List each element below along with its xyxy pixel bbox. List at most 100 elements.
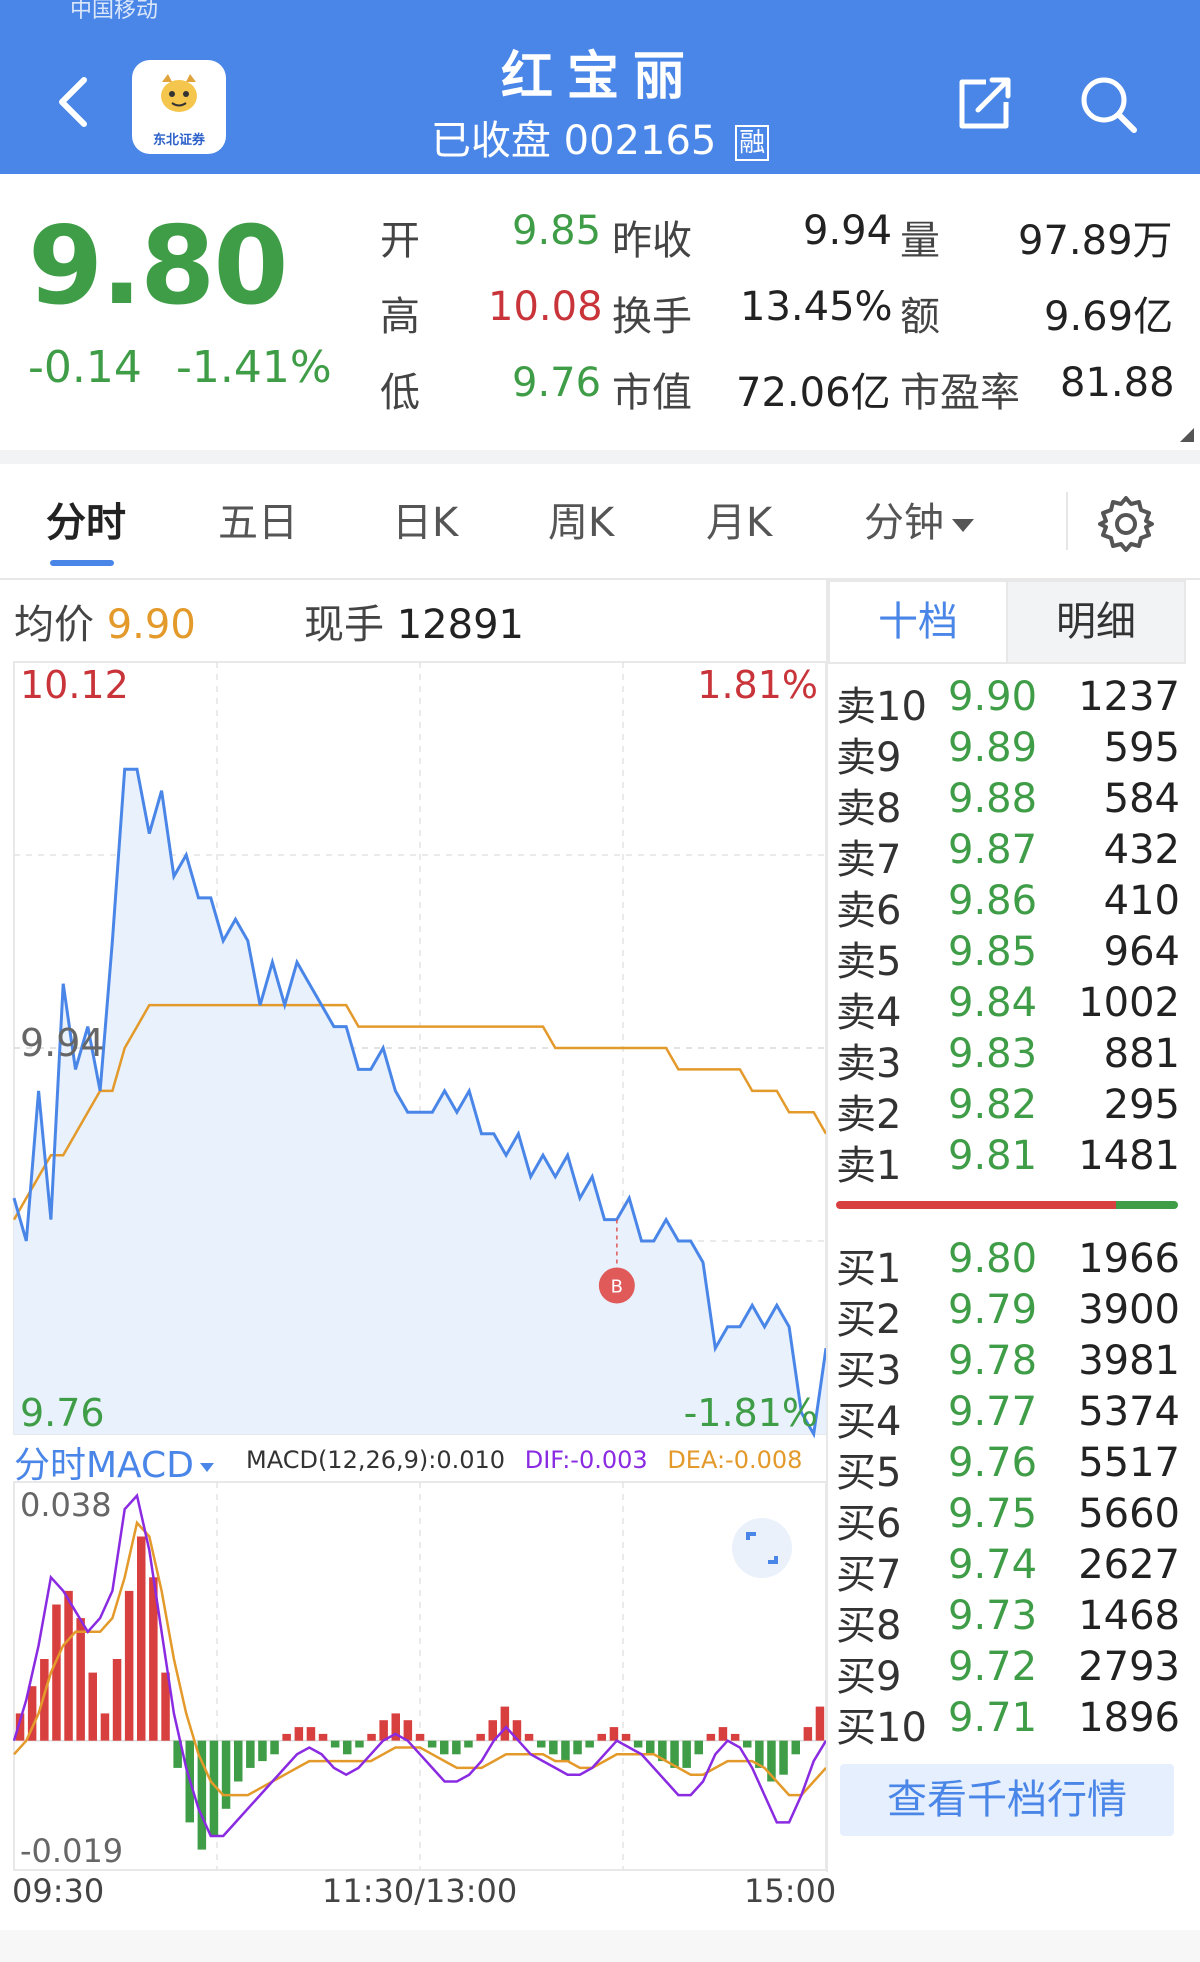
macd-bar xyxy=(221,1740,231,1809)
buy-level-label: 买8 xyxy=(836,1603,902,1649)
sell-row[interactable]: 卖9 9.89 595 xyxy=(836,725,1180,781)
buy-level-price: 9.79 xyxy=(948,1287,1038,1333)
fullscreen-icon[interactable] xyxy=(732,1518,792,1578)
sell-level-qty: 295 xyxy=(1103,1082,1180,1128)
macd-bar xyxy=(609,1727,619,1741)
sell-row[interactable]: 卖7 9.87 432 xyxy=(836,827,1180,883)
macd-bar xyxy=(367,1733,376,1741)
buy-row[interactable]: 买2 9.79 3900 xyxy=(836,1287,1180,1343)
macd-bar xyxy=(670,1740,679,1768)
broker-logo[interactable]: 东北证券 xyxy=(132,60,226,154)
sell-level-price: 9.86 xyxy=(948,878,1038,924)
sell-level-qty: 1002 xyxy=(1078,980,1180,1026)
buy-row[interactable]: 买9 9.72 2793 xyxy=(836,1644,1180,1700)
tab-minute[interactable]: 分钟 xyxy=(864,490,974,548)
chevron-down-icon xyxy=(199,1462,214,1472)
tab-daily-k[interactable]: 日K xyxy=(392,500,459,546)
macd-y-max-label: 0.038 xyxy=(20,1486,112,1524)
buy-row[interactable]: 买8 9.73 1468 xyxy=(836,1593,1180,1649)
buy-ratio-fill xyxy=(836,1201,1117,1209)
buy-row[interactable]: 买4 9.77 5374 xyxy=(836,1389,1180,1445)
buy-row[interactable]: 买1 9.80 1966 xyxy=(836,1236,1180,1292)
buy-level-qty: 2627 xyxy=(1078,1542,1180,1588)
macd-bar xyxy=(597,1733,606,1741)
sell-row[interactable]: 卖3 9.83 881 xyxy=(836,1031,1180,1087)
sell-level-label: 卖7 xyxy=(836,837,902,883)
macd-bar xyxy=(779,1740,788,1775)
stock-code: 002165 xyxy=(563,118,717,164)
macd-bar xyxy=(391,1713,400,1741)
sell-level-price: 9.83 xyxy=(948,1031,1038,1077)
search-icon[interactable] xyxy=(1076,72,1140,136)
macd-bar xyxy=(246,1740,255,1768)
sell-row[interactable]: 卖2 9.82 295 xyxy=(836,1082,1180,1138)
macd-bar xyxy=(379,1720,388,1741)
sell-row[interactable]: 卖6 9.86 410 xyxy=(836,878,1180,934)
macd-bar xyxy=(755,1740,764,1768)
macd-bar xyxy=(476,1733,485,1741)
sell-level-price: 9.84 xyxy=(948,980,1038,1026)
expand-corner-icon[interactable] xyxy=(1180,428,1194,442)
macd-bar xyxy=(621,1733,631,1741)
sell-level-qty: 881 xyxy=(1103,1031,1180,1077)
sell-row[interactable]: 卖10 9.90 1237 xyxy=(836,674,1180,730)
macd-bar xyxy=(512,1720,522,1741)
buy-row[interactable]: 买6 9.75 5660 xyxy=(836,1491,1180,1547)
sell-level-qty: 595 xyxy=(1103,725,1180,771)
quote-panel[interactable]: 9.80 -0.14 -1.41% 开 9.85 昨收 9.94 量 97.89… xyxy=(0,174,1200,450)
sell-level-label: 卖9 xyxy=(836,735,902,781)
sell-row[interactable]: 卖5 9.85 964 xyxy=(836,929,1180,985)
macd-bar xyxy=(706,1733,716,1741)
buy-level-qty: 2793 xyxy=(1078,1644,1180,1690)
tab-intraday[interactable]: 分时 xyxy=(46,500,126,546)
gear-icon[interactable] xyxy=(1096,494,1156,554)
current-hand-info: 现手 12891 xyxy=(304,592,524,650)
buy-row[interactable]: 买3 9.78 3981 xyxy=(836,1338,1180,1394)
sell-ratio-fill xyxy=(1116,1201,1178,1209)
trade-marker[interactable]: B xyxy=(598,1219,635,1304)
tab-monthly-k[interactable]: 月K xyxy=(706,500,773,546)
macd-bar xyxy=(52,1604,61,1741)
tab-ten-levels[interactable]: 十档 xyxy=(830,582,1006,662)
tab-trade-detail[interactable]: 明细 xyxy=(1006,582,1184,662)
dea-line xyxy=(13,1520,826,1797)
amount-label: 额 xyxy=(900,294,940,340)
active-tab-indicator xyxy=(50,560,114,566)
market-cap-value: 72.06亿 xyxy=(736,370,891,416)
price-line xyxy=(12,767,826,1439)
intraday-chart[interactable]: B 10.12 1.81% 9.94 9.76 -1.81% 0.038 -0.… xyxy=(0,660,826,1872)
back-arrow-icon[interactable] xyxy=(46,72,106,132)
volume-label: 量 xyxy=(900,218,940,264)
buy-row[interactable]: 买10 9.71 1896 xyxy=(836,1695,1180,1751)
macd-bar xyxy=(124,1590,134,1741)
macd-bar xyxy=(173,1740,182,1768)
price-area xyxy=(14,769,826,1434)
buy-level-price: 9.73 xyxy=(948,1593,1038,1639)
buy-level-label: 买7 xyxy=(836,1552,902,1598)
sell-level-qty: 410 xyxy=(1103,878,1180,924)
orderbook-tabs: 十档 明细 xyxy=(828,580,1186,664)
tab-weekly-k[interactable]: 周K xyxy=(548,500,615,546)
macd-title[interactable]: 分时MACD xyxy=(14,1436,214,1488)
macd-bar xyxy=(464,1740,473,1748)
share-icon[interactable] xyxy=(952,72,1016,136)
macd-bar xyxy=(355,1740,364,1748)
macd-bar xyxy=(343,1740,352,1755)
sell-level-qty: 964 xyxy=(1103,929,1180,975)
view-full-depth-button[interactable]: 查看千档行情 xyxy=(840,1764,1174,1836)
tab-five-day[interactable]: 五日 xyxy=(218,500,298,546)
macd-bar xyxy=(633,1740,643,1748)
macd-bar xyxy=(76,1618,85,1741)
sell-row[interactable]: 卖1 9.81 1481 xyxy=(836,1133,1180,1189)
app-header: 东北证券 红宝丽 已收盘 002165 融 xyxy=(0,20,1200,174)
amount-value: 9.69亿 xyxy=(1044,294,1174,340)
sell-level-label: 卖3 xyxy=(836,1041,902,1087)
macd-bar xyxy=(40,1659,49,1741)
buy-row[interactable]: 买7 9.74 2627 xyxy=(836,1542,1180,1598)
chevron-down-icon xyxy=(952,518,974,532)
buy-row[interactable]: 买5 9.76 5517 xyxy=(836,1440,1180,1496)
sell-row[interactable]: 卖4 9.84 1002 xyxy=(836,980,1180,1036)
market-cap-label: 市值 xyxy=(612,370,692,416)
sell-row[interactable]: 卖8 9.88 584 xyxy=(836,776,1180,832)
tab-divider xyxy=(1066,492,1068,550)
